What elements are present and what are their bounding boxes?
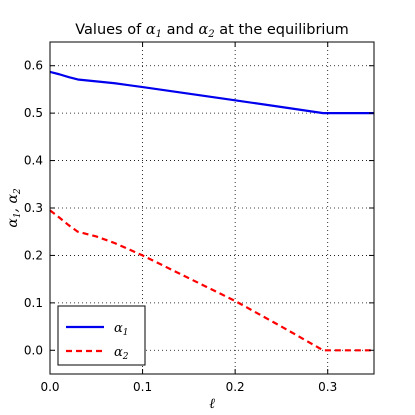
title-part-6: at the equilibrium <box>215 22 349 38</box>
y-label-sub2: 2 <box>13 188 23 195</box>
title-part-0: Values of <box>75 22 146 38</box>
x-tick-label: 0.0 <box>40 380 59 394</box>
y-axis-label: α1, α2 <box>5 188 23 228</box>
title-part-1: α <box>146 22 156 38</box>
y-tick-label: 0.0 <box>24 343 43 357</box>
x-tick-label: 0.3 <box>318 380 337 394</box>
x-tick-label: 0.1 <box>133 380 152 394</box>
legend-label-2: α2 <box>114 345 129 362</box>
title-part-5: 2 <box>207 29 214 40</box>
y-tick-label: 0.3 <box>24 201 43 215</box>
x-tick-label: 0.2 <box>226 380 245 394</box>
legend-label-1: α1 <box>114 321 129 338</box>
y-tick-label: 0.6 <box>24 59 43 73</box>
axis-ticks: 0.0 0.1 0.2 0.3 0.0 0.1 0.2 0.3 0.4 0.5 0.6 <box>24 42 374 394</box>
y-label-sub1: 1 <box>13 212 23 218</box>
y-tick-label: 0.1 <box>24 296 43 310</box>
y-tick-label: 0.5 <box>24 106 43 120</box>
title-part-4: α <box>198 22 208 38</box>
legend-box <box>57 305 146 366</box>
title-part-2: 1 <box>156 29 162 40</box>
series-line-1 <box>50 70 374 115</box>
y-tick-label: 0.2 <box>24 248 43 262</box>
title-part-3: and <box>162 22 199 38</box>
svg-text:α1, α2: α1, α2 <box>5 188 23 228</box>
chart-title: Values of α1 and α2 at the equilibrium <box>75 22 349 40</box>
y-tick-label: 0.4 <box>24 154 43 168</box>
x-axis-label: ℓ <box>209 396 215 412</box>
y-label-alpha1: α <box>5 218 21 228</box>
series-line-2 <box>50 209 374 352</box>
series-layer <box>50 70 374 352</box>
